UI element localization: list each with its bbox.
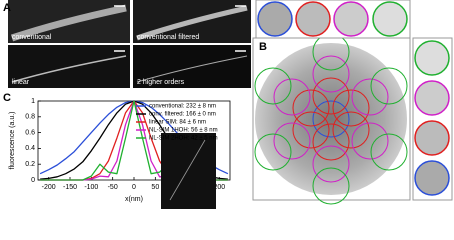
- legend-label: conv. filtered: 166 ± 0 nm: [149, 112, 216, 118]
- x-tick-label: 50: [151, 184, 159, 191]
- panel-c: C: [3, 92, 11, 104]
- x-tick-label: 200: [213, 184, 225, 191]
- image: [8, 45, 130, 88]
- inset-filament: [169, 139, 206, 201]
- image-label: linear: [12, 79, 30, 86]
- image: [133, 45, 251, 88]
- legend-label: conventional: 232 ± 8 nm: [149, 104, 216, 110]
- image-label: 2 higher orders: [137, 79, 185, 86]
- panel-a: A conventional conventional filtered lin…: [3, 0, 251, 88]
- filament: [136, 55, 248, 83]
- otf-disc: [255, 43, 407, 195]
- panel-b: B: [252, 0, 453, 205]
- x-axis-label: x(nm): [125, 196, 143, 203]
- legend-label: NL-SIM 1HOH: 56 ± 8 nm: [149, 128, 218, 134]
- image-label: conventional: [12, 34, 52, 41]
- y-tick-label: 1: [31, 98, 35, 105]
- y-tick-label: 0.8: [25, 114, 35, 121]
- y-tick-label: 0: [31, 177, 35, 184]
- otf-circles: [254, 33, 408, 205]
- scale-bars: [114, 5, 246, 52]
- x-tick-label: -200: [42, 184, 56, 191]
- x-tick-label: -150: [63, 184, 77, 191]
- legend-label: NL-SIM 2HOH: 42 ± 5 nm: [149, 136, 218, 142]
- y-axis-label: fluorescence (a.u.): [9, 112, 16, 170]
- filament: [136, 5, 248, 41]
- figure: A conventional conventional filtered lin…: [3, 0, 453, 209]
- filament: [11, 55, 127, 83]
- y-tick-label: 0.4: [25, 145, 35, 152]
- inset-image: [161, 133, 216, 209]
- legend-label: linear SIM: 84 ± 6 nm: [149, 120, 206, 126]
- image-label: conventional filtered: [137, 34, 199, 41]
- filament: [10, 4, 127, 42]
- panel-label: A: [3, 2, 11, 14]
- y-tick-label: 0.6: [25, 129, 35, 136]
- y-tick-label: 0.2: [25, 161, 35, 168]
- thumbnails: [255, 0, 453, 201]
- x-tick-label: 0: [132, 184, 136, 191]
- panel-label: B: [259, 41, 267, 53]
- x-tick-label: -50: [108, 184, 118, 191]
- panel-label: C: [3, 92, 11, 104]
- x-tick-label: -100: [84, 184, 98, 191]
